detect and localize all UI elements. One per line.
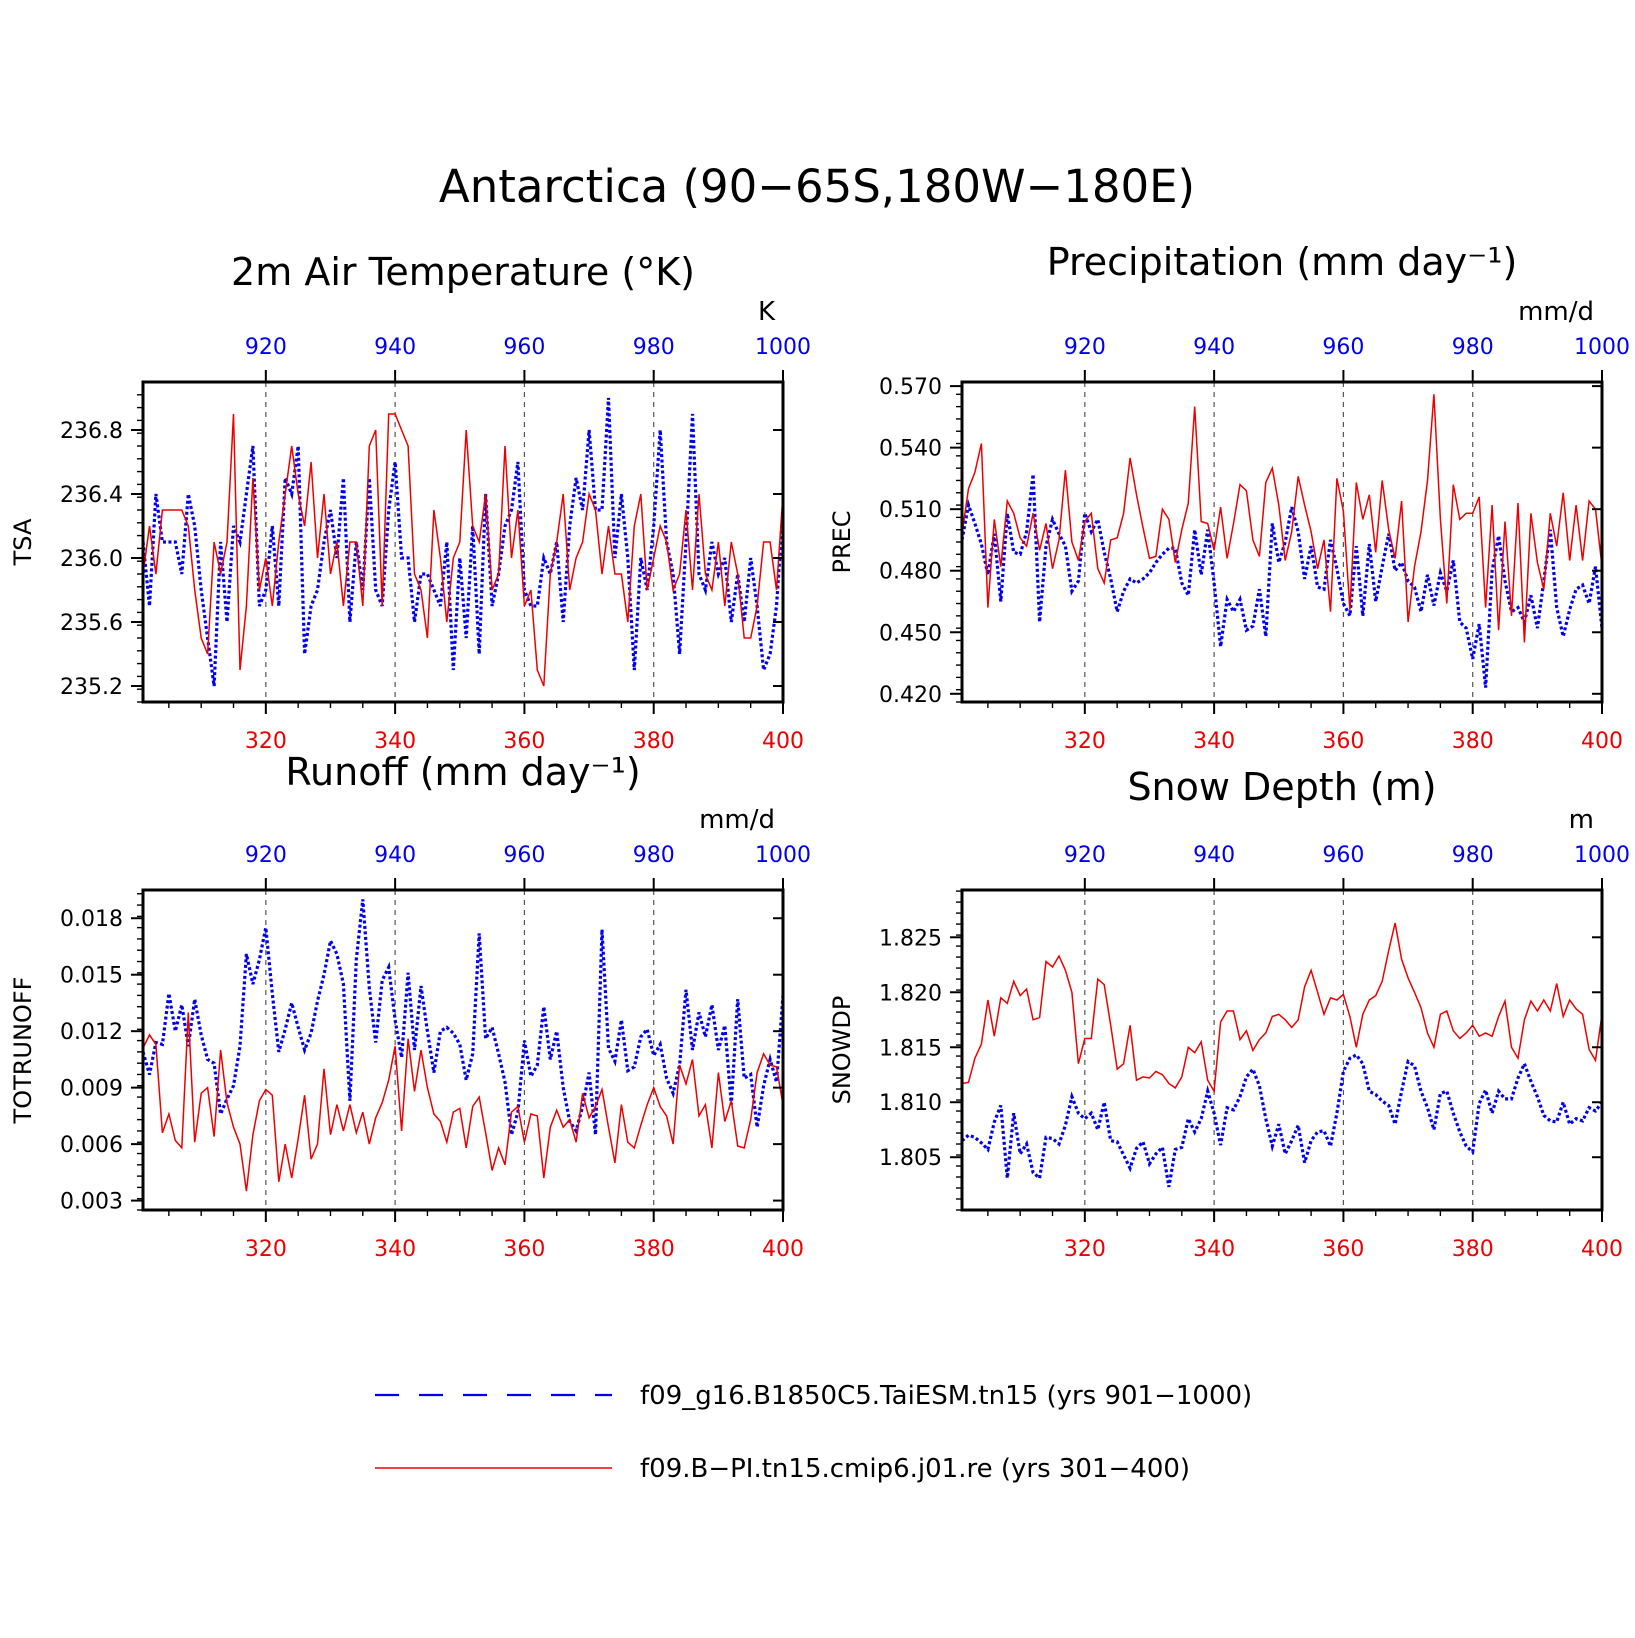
y-tick-label: 0.510 (879, 498, 942, 523)
x-tick-label-bottom: 400 (1581, 1237, 1623, 1262)
x-tick-label-bottom: 380 (633, 1237, 675, 1262)
series-blue-prec (962, 474, 1602, 688)
legend-item: f09_g16.B1850C5.TaiESM.tn15 (yrs 901−100… (375, 1381, 1252, 1411)
plot-frame (141, 888, 785, 1212)
x-tick-label-top: 980 (633, 843, 675, 868)
x-tick-label-bottom: 360 (503, 1237, 545, 1262)
legend-label: f09_g16.B1850C5.TaiESM.tn15 (yrs 901−100… (640, 1381, 1252, 1411)
y-tick-label: 0.006 (60, 1133, 123, 1158)
series-red-totrunoff (143, 1012, 783, 1192)
y-tick-label: 1.820 (879, 981, 942, 1006)
x-tick-label-top: 1000 (1574, 335, 1630, 360)
x-tick-label-bottom: 380 (1452, 729, 1494, 754)
x-tick-label-bottom: 320 (245, 1237, 287, 1262)
panels: 2m Air Temperature (°K) 235.2 235.6 236.0 23… (9, 240, 1630, 1262)
x-tick-label-top: 920 (1064, 335, 1106, 360)
y-tick-label: 0.018 (60, 907, 123, 932)
x-tick-label-bottom: 360 (1322, 729, 1364, 754)
figure-title: Antarctica (90−65S,180W−180E) (439, 160, 1195, 213)
x-tick-label-top: 940 (1193, 843, 1235, 868)
x-tick-label-top: 960 (503, 843, 545, 868)
x-tick-label-bottom: 340 (1193, 729, 1235, 754)
x-tick-label-bottom: 320 (245, 729, 287, 754)
panel-title: 2m Air Temperature (°K) (231, 250, 695, 294)
x-tick-label-top: 1000 (755, 335, 811, 360)
unit-label: mm/d (699, 805, 775, 835)
y-tick-label: 0.015 (60, 964, 123, 989)
y-tick-label: 1.825 (879, 926, 942, 951)
plot-frame (141, 380, 785, 704)
x-tick-label-top: 980 (1452, 843, 1494, 868)
y-tick-label: 0.009 (60, 1077, 123, 1102)
x-tick-label-bottom: 400 (1581, 729, 1623, 754)
x-tick-label-bottom: 360 (503, 729, 545, 754)
unit-label: m (1569, 805, 1594, 835)
series-blue-totrunoff (143, 899, 783, 1136)
x-tick-label-top: 960 (503, 335, 545, 360)
y-tick-label: 0.420 (879, 683, 942, 708)
x-tick-label-bottom: 320 (1064, 729, 1106, 754)
x-tick-label-top: 940 (374, 335, 416, 360)
y-tick-label: 0.012 (60, 1020, 123, 1045)
y-tick-label: 236.0 (60, 547, 123, 572)
y-tick-label: 236.8 (60, 419, 123, 444)
panel-totrunoff: Runoff (mm day⁻¹) 0.003 0.006 0.009 0.012 0.0… (9, 750, 811, 1262)
x-tick-label-top: 940 (1193, 335, 1235, 360)
y-tick-label: 0.480 (879, 560, 942, 585)
series-red-snowdp (962, 922, 1602, 1094)
series-red-tsa (143, 413, 783, 687)
y-axis-label: TOTRUNOFF (9, 977, 37, 1125)
x-tick-label-bottom: 320 (1064, 1237, 1106, 1262)
panel-title: Precipitation (mm day⁻¹) (1047, 240, 1518, 284)
x-tick-label-top: 920 (1064, 843, 1106, 868)
x-tick-label-top: 980 (1452, 335, 1494, 360)
panel-prec: Precipitation (mm day⁻¹) 0.420 0.450 0.480 0… (828, 240, 1630, 754)
y-tick-label: 235.6 (60, 611, 123, 636)
x-tick-label-top: 920 (245, 335, 287, 360)
series-blue-tsa (143, 397, 783, 687)
y-tick-label: 236.4 (60, 483, 123, 508)
x-tick-label-top: 960 (1322, 843, 1364, 868)
x-tick-label-top: 920 (245, 843, 287, 868)
y-axis-label: SNOWDP (828, 996, 856, 1105)
x-tick-label-bottom: 360 (1322, 1237, 1364, 1262)
plot-frame (960, 888, 1604, 1212)
y-tick-label: 0.570 (879, 375, 942, 400)
y-tick-label: 0.450 (879, 621, 942, 646)
unit-label: K (758, 297, 776, 327)
y-tick-label: 0.003 (60, 1190, 123, 1215)
series-red-prec (962, 394, 1602, 643)
x-tick-label-bottom: 380 (633, 729, 675, 754)
panel-snowdp: Snow Depth (m) 1.805 1.810 1.815 1.820 1.825 S… (828, 765, 1630, 1262)
panel-title: Runoff (mm day⁻¹) (285, 750, 640, 794)
y-tick-label: 0.540 (879, 437, 942, 462)
legend-label: f09.B−PI.tn15.cmip6.j01.re (yrs 301−400) (640, 1454, 1190, 1484)
unit-label: mm/d (1518, 297, 1594, 327)
x-tick-label-top: 960 (1322, 335, 1364, 360)
y-tick-label: 1.805 (879, 1146, 942, 1171)
x-tick-label-top: 1000 (755, 843, 811, 868)
panel-title: Snow Depth (m) (1127, 765, 1436, 809)
x-tick-label-bottom: 340 (374, 729, 416, 754)
x-tick-label-top: 980 (633, 335, 675, 360)
x-tick-label-top: 1000 (1574, 843, 1630, 868)
y-axis-label: TSA (9, 518, 37, 566)
panel-tsa: 2m Air Temperature (°K) 235.2 235.6 236.0 23… (9, 250, 811, 754)
x-tick-label-bottom: 400 (762, 1237, 804, 1262)
legend: f09_g16.B1850C5.TaiESM.tn15 (yrs 901−100… (375, 1381, 1252, 1484)
x-tick-label-bottom: 400 (762, 729, 804, 754)
y-tick-label: 1.815 (879, 1036, 942, 1061)
series-blue-snowdp (962, 1052, 1602, 1188)
legend-item: f09.B−PI.tn15.cmip6.j01.re (yrs 301−400) (375, 1454, 1190, 1484)
x-tick-label-bottom: 380 (1452, 1237, 1494, 1262)
x-tick-label-bottom: 340 (1193, 1237, 1235, 1262)
y-axis-label: PREC (828, 510, 856, 573)
y-tick-label: 235.2 (60, 675, 123, 700)
x-tick-label-bottom: 340 (374, 1237, 416, 1262)
x-tick-label-top: 940 (374, 843, 416, 868)
y-tick-label: 1.810 (879, 1091, 942, 1116)
